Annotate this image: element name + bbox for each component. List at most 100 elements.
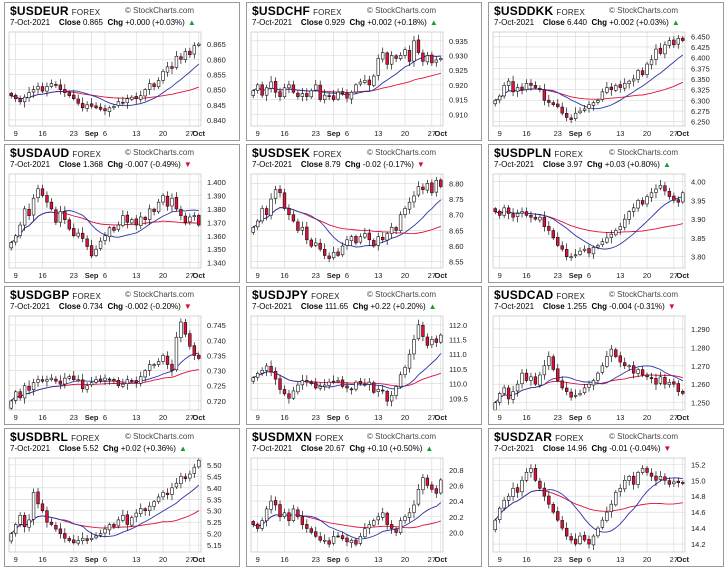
candle bbox=[640, 366, 645, 378]
candle bbox=[506, 493, 511, 506]
candle bbox=[251, 225, 255, 235]
candle bbox=[407, 197, 412, 214]
chart-panel-usdgbp[interactable]: $USDGBP FOREX © StockCharts.com 7-Oct-2021 … bbox=[4, 286, 240, 425]
candle-body bbox=[542, 487, 547, 497]
y-tick-label: 6.300 bbox=[691, 96, 710, 105]
candle bbox=[349, 386, 354, 395]
quote-info: 7-Oct-2021 Close 0.865 Chg +0.000 (+0.03… bbox=[10, 18, 196, 27]
x-tick-label: 23 bbox=[312, 129, 320, 138]
candle bbox=[256, 522, 260, 532]
quote-date: 7-Oct-2021 bbox=[252, 302, 293, 311]
chart-panel-usdmxn[interactable]: $USDMXN FOREX © StockCharts.com 7-Oct-2021 … bbox=[246, 428, 482, 567]
candle bbox=[296, 506, 300, 520]
candle-body bbox=[112, 523, 116, 528]
candle-body bbox=[605, 87, 609, 93]
y-tick-label: 1.260 bbox=[691, 380, 710, 389]
candle-body bbox=[9, 533, 13, 542]
candle bbox=[658, 471, 663, 482]
quote-date: 7-Oct-2021 bbox=[494, 18, 535, 27]
chart-panel-usddkk[interactable]: $USDDKK FOREX © StockCharts.com 7-Oct-2021 … bbox=[488, 2, 724, 141]
candle bbox=[174, 51, 179, 70]
candle bbox=[358, 78, 363, 87]
candle-body bbox=[282, 389, 287, 395]
candle-body bbox=[45, 510, 49, 523]
candle-body bbox=[596, 100, 600, 103]
candle bbox=[556, 506, 560, 522]
x-tick-label: 16 bbox=[280, 555, 288, 564]
candle-body bbox=[282, 192, 287, 209]
candle-body bbox=[170, 66, 174, 69]
candle bbox=[9, 91, 13, 99]
candle bbox=[614, 228, 618, 237]
chart-panel-usdbrl[interactable]: $USDBRL FOREX © StockCharts.com 7-Oct-2021 … bbox=[4, 428, 240, 567]
candle-body bbox=[9, 242, 13, 249]
candle-body bbox=[672, 381, 676, 385]
candle bbox=[676, 196, 680, 207]
candle bbox=[143, 369, 147, 382]
candle-body bbox=[116, 519, 121, 527]
candle-body bbox=[636, 200, 640, 209]
candle bbox=[170, 359, 174, 377]
chart-panel-usdsek[interactable]: $USDSEK FOREX © StockCharts.com 7-Oct-2021 … bbox=[246, 144, 482, 283]
candle bbox=[197, 213, 201, 227]
candle bbox=[18, 388, 22, 401]
chart-panel-usdpln[interactable]: $USDPLN FOREX © StockCharts.com 7-Oct-2021 … bbox=[488, 144, 724, 283]
chart-panel-usdeur[interactable]: $USDEUR FOREX © StockCharts.com 7-Oct-2021 … bbox=[4, 2, 240, 141]
candle bbox=[636, 68, 640, 83]
candle bbox=[27, 514, 31, 532]
quote-date: 7-Oct-2021 bbox=[10, 18, 51, 27]
y-tick-label: 1.370 bbox=[207, 218, 226, 227]
candle-body bbox=[147, 83, 152, 90]
candle bbox=[631, 203, 636, 217]
candle bbox=[403, 365, 407, 378]
candle-body bbox=[318, 386, 322, 389]
symbol-label: $USDBRL bbox=[10, 430, 69, 444]
candle bbox=[529, 79, 533, 91]
candle bbox=[36, 82, 40, 94]
candle-body bbox=[363, 528, 367, 538]
candle-body bbox=[398, 374, 403, 387]
chart-panel-usdchf[interactable]: $USDCHF FOREX © StockCharts.com 7-Oct-2021 … bbox=[246, 2, 482, 141]
candle bbox=[197, 353, 201, 361]
candle-body bbox=[31, 382, 36, 390]
candle bbox=[273, 367, 278, 385]
candle-body bbox=[403, 49, 407, 56]
candle bbox=[439, 478, 443, 495]
candle bbox=[192, 463, 196, 478]
candle-body bbox=[278, 378, 282, 390]
x-tick-label: 9 bbox=[498, 271, 502, 280]
candlestick-chart: 0.745 0.740 0.735 0.730 0.725 0.720 9 16 23 Sep 6 1… bbox=[8, 315, 226, 422]
candle-body bbox=[631, 207, 636, 212]
candle bbox=[547, 221, 551, 235]
candle-body bbox=[358, 380, 363, 384]
candle-body bbox=[658, 376, 663, 384]
candle-body bbox=[76, 540, 80, 544]
candle-body bbox=[425, 183, 430, 191]
candle-body bbox=[345, 385, 349, 389]
candle-body bbox=[582, 248, 587, 251]
candle-body bbox=[425, 55, 430, 63]
up-arrow-icon: ▲ bbox=[178, 444, 187, 453]
candle-body bbox=[591, 247, 596, 255]
candle bbox=[309, 526, 313, 535]
candle-body bbox=[197, 215, 201, 226]
x-tick-label: 6 bbox=[345, 555, 349, 564]
x-tick-label: Sep bbox=[85, 129, 99, 138]
change-value: Chg -0.007 (-0.49%) bbox=[107, 160, 181, 169]
candle-body bbox=[556, 103, 560, 108]
candle bbox=[416, 319, 421, 341]
candle-body bbox=[407, 353, 412, 369]
chart-panel-usdjpy[interactable]: $USDJPY FOREX © StockCharts.com 7-Oct-2021 … bbox=[246, 286, 482, 425]
candle bbox=[260, 517, 264, 532]
chart-panel-usdcad[interactable]: $USDCAD FOREX © StockCharts.com 7-Oct-2021 … bbox=[488, 286, 724, 425]
chart-panel-usdaud[interactable]: $USDAUD FOREX © StockCharts.com 7-Oct-2021 … bbox=[4, 144, 240, 283]
candle bbox=[103, 374, 107, 385]
chart-panel-usdzar[interactable]: $USDZAR FOREX © StockCharts.com 7-Oct-2021 … bbox=[488, 428, 724, 567]
candle-body bbox=[358, 536, 363, 544]
plot-frame bbox=[492, 457, 686, 553]
candle-body bbox=[107, 524, 112, 531]
candle bbox=[318, 381, 322, 391]
candle-body bbox=[556, 368, 560, 381]
candle bbox=[354, 538, 358, 547]
